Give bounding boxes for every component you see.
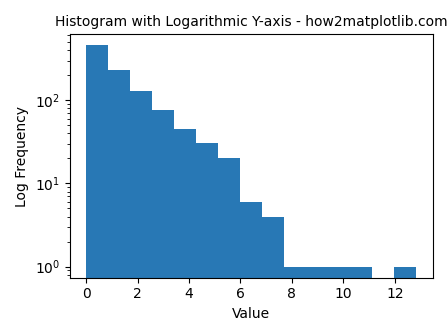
Bar: [240, 202, 262, 336]
Bar: [262, 217, 284, 336]
Bar: [284, 267, 306, 336]
Bar: [218, 158, 240, 336]
Title: Histogram with Logarithmic Y-axis - how2matplotlib.com: Histogram with Logarithmic Y-axis - how2…: [55, 15, 448, 29]
Bar: [152, 110, 174, 336]
Bar: [86, 45, 108, 336]
X-axis label: Value: Value: [232, 307, 270, 321]
Bar: [174, 129, 196, 336]
Y-axis label: Log Frequency: Log Frequency: [15, 106, 29, 207]
Bar: [108, 71, 130, 336]
Bar: [328, 267, 350, 336]
Bar: [350, 267, 372, 336]
Bar: [306, 267, 328, 336]
Bar: [130, 91, 152, 336]
Bar: [394, 267, 417, 336]
Bar: [196, 142, 218, 336]
